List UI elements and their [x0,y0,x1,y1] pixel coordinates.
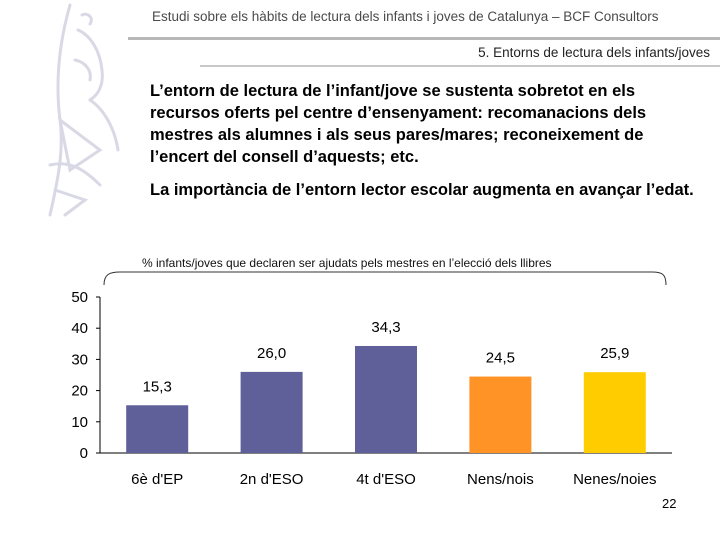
data-label: 34,3 [371,319,400,336]
chart-title: % infants/joves que declaren ser ajudats… [142,256,552,270]
caption-bracket [103,271,667,286]
x-tick-label: Nenes/noies [573,471,656,488]
x-tick-label: 6è d'EP [131,471,183,488]
bar-5 [583,372,646,453]
logo-reader-figure [48,3,120,217]
body-paragraph-1: L’entorn de lectura de l’infant/jove se … [150,82,647,166]
bar-2 [240,371,303,453]
data-label: 25,9 [600,345,629,362]
x-tick-label: 2n d'ESO [240,471,304,488]
section-divider [200,65,720,67]
body-paragraph-2: La importància de l’entorn lector escola… [150,181,694,199]
document-header-title: Estudi sobre els hàbits de lectura dels … [152,9,659,24]
bar-4 [469,376,532,453]
bar-1 [126,405,189,453]
y-tick-label: 50 [71,289,88,306]
y-tick-label: 0 [80,445,88,462]
data-label: 26,0 [257,345,286,362]
y-tick-label: 20 [71,383,88,400]
page-number: 22 [662,496,677,511]
x-tick-label: Nens/nois [467,471,534,488]
section-title: 5. Entorns de lectura dels infants/joves [478,45,710,60]
y-tick-label: 40 [71,320,88,337]
header-divider [128,37,720,40]
data-label: 15,3 [143,378,172,395]
x-tick-label: 4t d'ESO [356,471,416,488]
bar-3 [355,345,417,453]
data-label: 24,5 [486,350,515,367]
y-tick-label: 10 [71,414,88,431]
y-tick-label: 30 [71,351,88,368]
